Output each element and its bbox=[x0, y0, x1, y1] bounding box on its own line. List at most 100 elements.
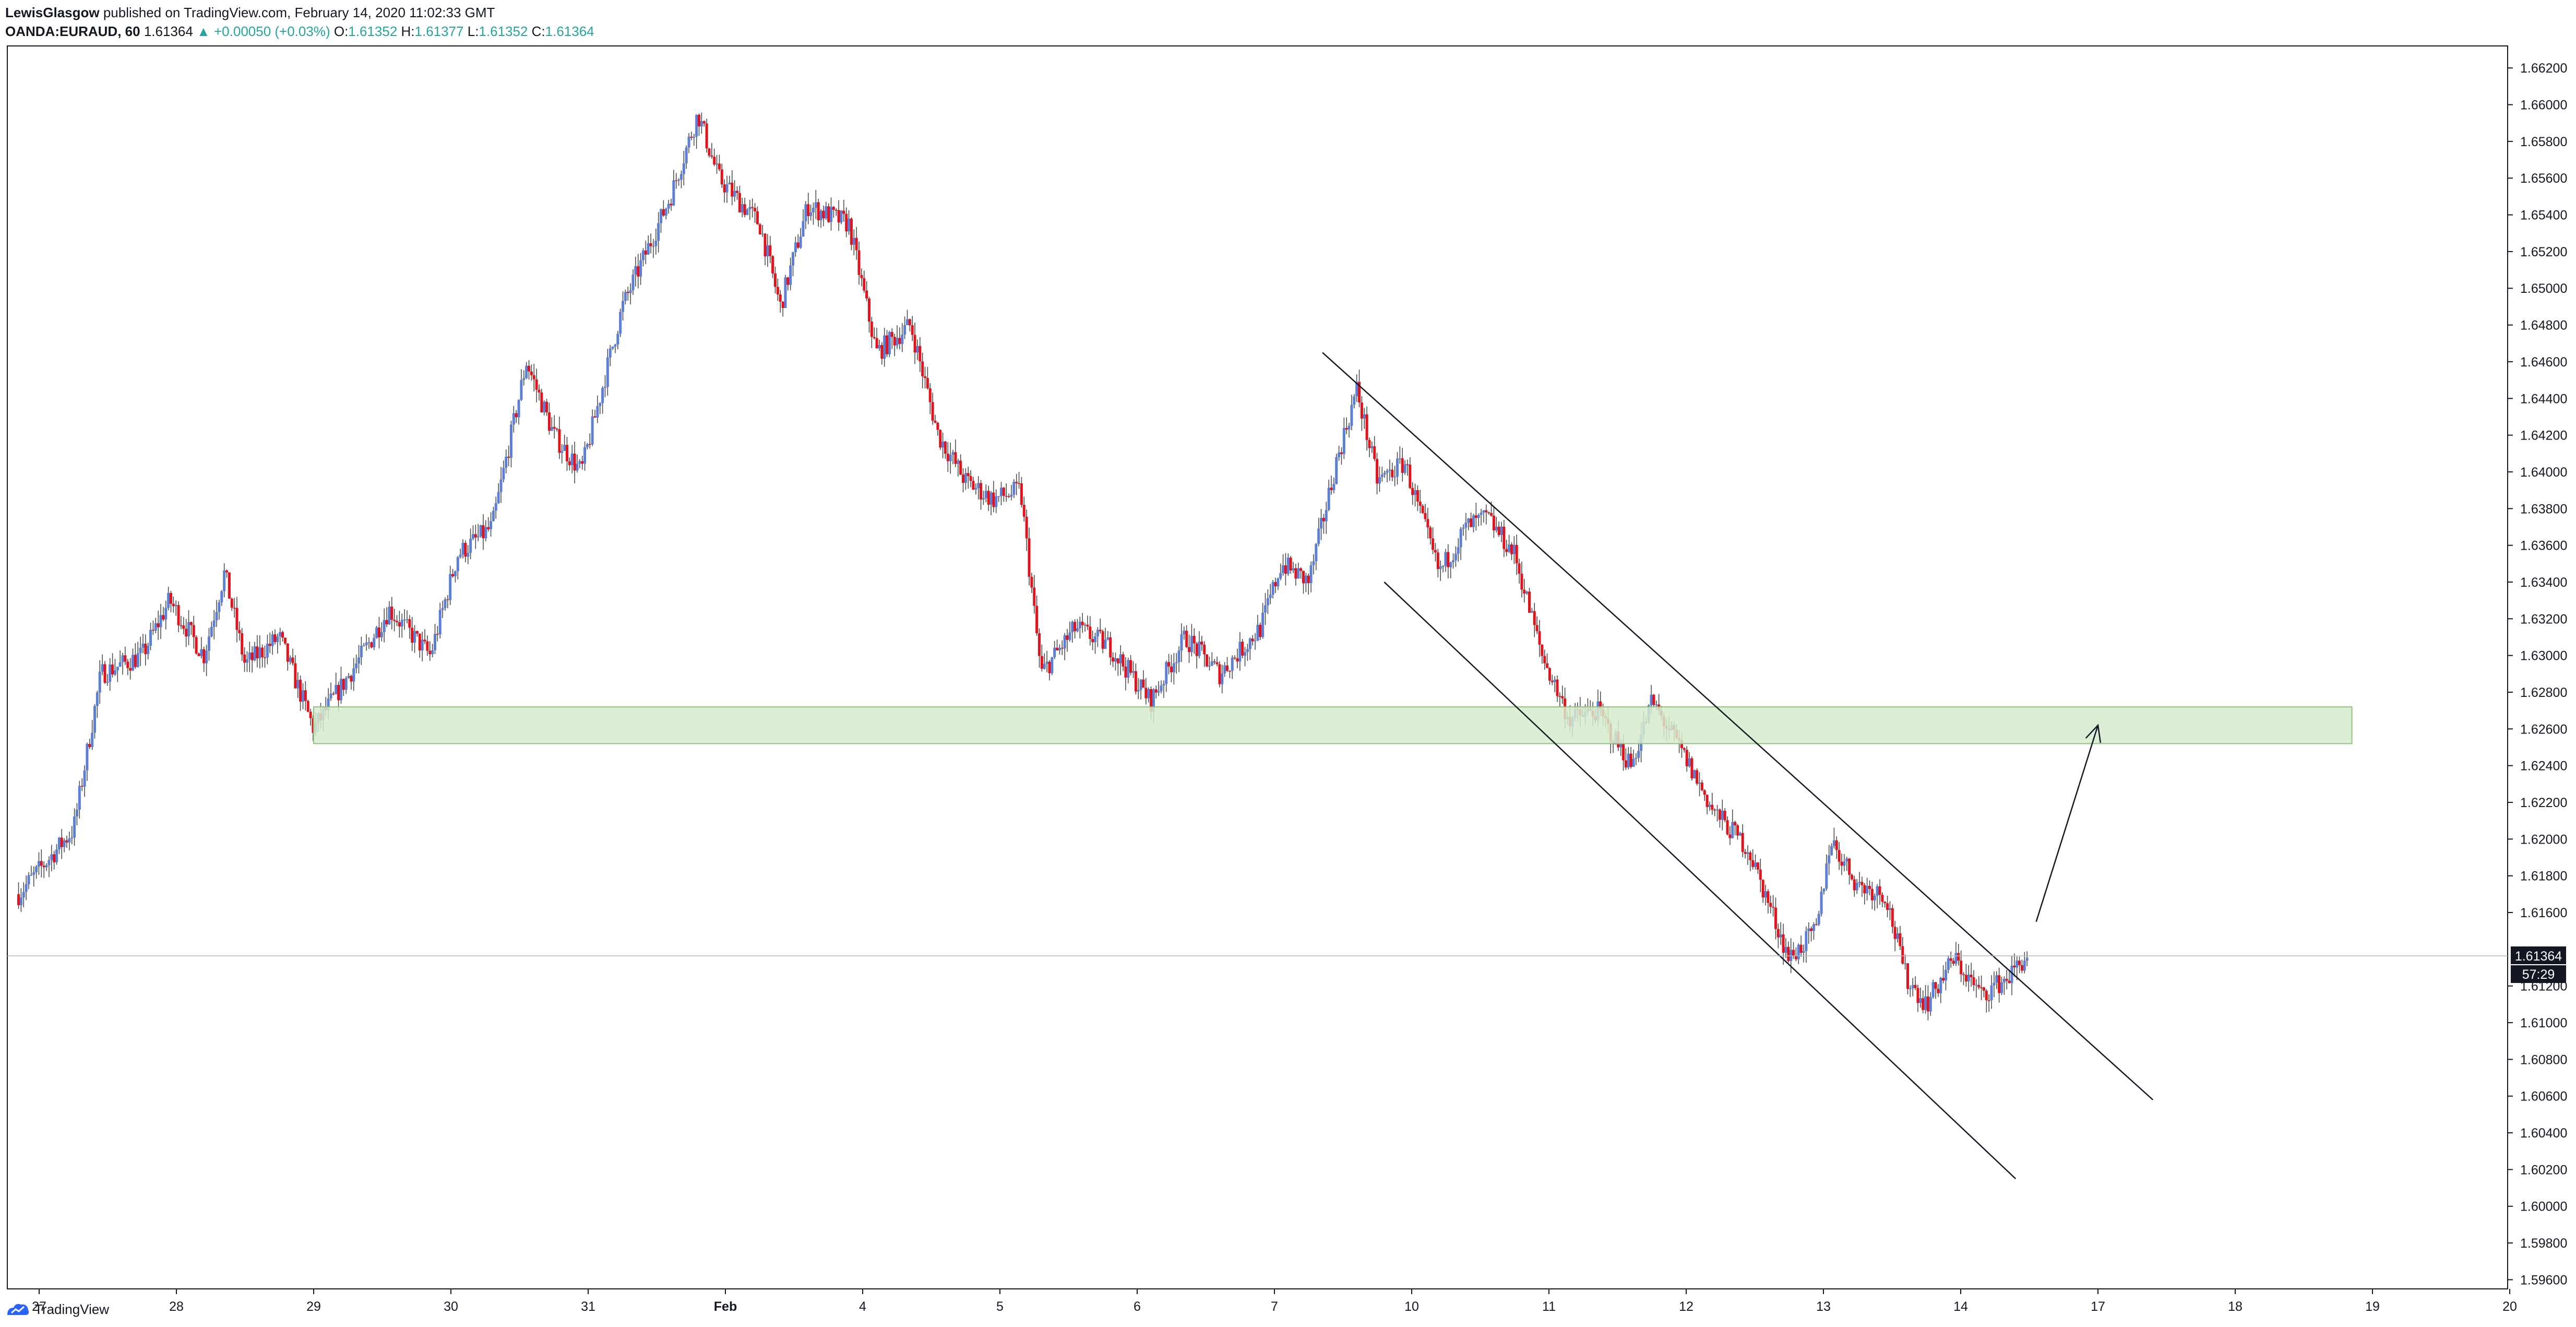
candle-body bbox=[446, 599, 449, 600]
candle-body bbox=[1459, 529, 1462, 548]
candle-body bbox=[1246, 649, 1249, 652]
candle-body bbox=[1922, 998, 1925, 1010]
candle-body bbox=[1866, 886, 1869, 894]
candle-body bbox=[98, 671, 101, 693]
candle-body bbox=[406, 619, 409, 620]
candle-body bbox=[1731, 822, 1734, 838]
candle-body bbox=[842, 210, 845, 214]
candle-body bbox=[1505, 549, 1508, 552]
candle-body bbox=[1774, 907, 1777, 929]
x-tick-label: 30 bbox=[444, 1299, 458, 1314]
candle-body bbox=[57, 837, 61, 850]
candle-body bbox=[1015, 481, 1018, 483]
price-axis[interactable]: 1.66200 1.66000 1.65800 1.65600 1.65400 1.652… bbox=[2508, 61, 2567, 1287]
candle-body bbox=[1068, 632, 1071, 640]
candle-body bbox=[941, 441, 945, 448]
candle-body bbox=[380, 632, 383, 637]
candle-body bbox=[1226, 665, 1229, 671]
candle-body bbox=[664, 208, 667, 216]
candle-body bbox=[238, 630, 241, 634]
candle-body bbox=[916, 346, 919, 353]
candle-body bbox=[258, 647, 261, 659]
candle-body bbox=[1888, 908, 1891, 910]
candle-body bbox=[1822, 888, 1826, 892]
candle-body bbox=[1738, 833, 1742, 836]
candle-body bbox=[1515, 544, 1518, 564]
candle-body bbox=[408, 619, 411, 628]
candle-body bbox=[187, 622, 190, 637]
candle-body bbox=[1627, 753, 1630, 768]
candle-body bbox=[276, 636, 279, 642]
candle-body bbox=[1109, 637, 1112, 658]
candle-body bbox=[1820, 891, 1823, 914]
candle-body bbox=[898, 338, 901, 344]
candle-body bbox=[1698, 783, 1701, 784]
candle-body bbox=[1861, 882, 1864, 885]
candle-body bbox=[977, 483, 980, 488]
x-tick-label: 17 bbox=[2091, 1299, 2105, 1314]
candle-body bbox=[532, 375, 535, 380]
candle-body bbox=[1523, 589, 1526, 594]
y-tick-label: 1.63400 bbox=[2520, 575, 2567, 590]
candle-body bbox=[802, 221, 805, 237]
candle-body bbox=[1622, 743, 1625, 761]
candle-body bbox=[867, 298, 870, 322]
candle-body bbox=[1198, 641, 1201, 656]
candle-body bbox=[1746, 852, 1749, 854]
candle-body bbox=[1911, 985, 1914, 989]
y-tick-label: 1.65800 bbox=[2520, 135, 2567, 149]
candle-body bbox=[855, 238, 858, 251]
time-axis[interactable]: 27 28 29 30 31 Feb 4 5 6 7 10 11 12 13 14 17 18 19 20 bbox=[32, 1289, 2517, 1314]
candle-body bbox=[1074, 622, 1077, 632]
candle-body bbox=[731, 182, 734, 197]
candle-body bbox=[1256, 624, 1259, 641]
symbol-label[interactable]: OANDA:EURAUD, 60 bbox=[5, 23, 140, 39]
high-value: 1.61377 bbox=[414, 23, 464, 39]
candle-body bbox=[1964, 975, 1967, 981]
candle-body bbox=[1208, 665, 1211, 667]
x-tick-label: 13 bbox=[1816, 1299, 1831, 1314]
candle-body bbox=[1929, 997, 1932, 1012]
candle-body bbox=[70, 837, 74, 839]
candle-body bbox=[794, 242, 797, 253]
candle-body bbox=[1403, 464, 1406, 473]
candle-body bbox=[398, 622, 401, 627]
candle-body bbox=[911, 325, 914, 335]
candle-body bbox=[1370, 446, 1374, 448]
candle-body bbox=[1447, 552, 1450, 567]
symbol-line: OANDA:EURAUD, 60 1.61364 ▲ +0.00050 (+0.… bbox=[5, 22, 1571, 41]
candle-body bbox=[660, 209, 663, 223]
candle-body bbox=[1048, 661, 1051, 673]
candle-body bbox=[1525, 591, 1529, 594]
candle-body bbox=[804, 204, 807, 221]
candle-body bbox=[1018, 483, 1021, 484]
candle-body bbox=[969, 476, 972, 481]
candle-body bbox=[1119, 654, 1122, 663]
candle-body bbox=[1518, 563, 1521, 574]
candle-body bbox=[40, 861, 43, 866]
candle-body bbox=[182, 625, 185, 629]
candle-body bbox=[1192, 636, 1196, 644]
candle-body bbox=[1810, 928, 1813, 931]
candle-body bbox=[329, 693, 332, 698]
footer-brand[interactable]: TradingView bbox=[34, 1301, 110, 1317]
x-tick-label: 20 bbox=[2502, 1299, 2517, 1314]
candle-body bbox=[830, 207, 833, 222]
candle-body bbox=[1802, 951, 1805, 953]
candle-body bbox=[550, 426, 553, 431]
candle-body bbox=[558, 429, 561, 453]
candle-body bbox=[809, 212, 813, 217]
author-name[interactable]: LewisGlasgow bbox=[5, 5, 100, 20]
candle-body bbox=[1302, 571, 1305, 584]
candle-body bbox=[522, 378, 526, 380]
candle-body bbox=[796, 242, 800, 248]
candle-body bbox=[411, 627, 414, 643]
candle-body bbox=[1947, 958, 1950, 970]
tradingview-logo-icon[interactable] bbox=[6, 1301, 30, 1317]
candle-body bbox=[1254, 641, 1257, 642]
candle-body bbox=[1380, 475, 1384, 478]
candle-body bbox=[913, 335, 916, 353]
candle-body bbox=[1051, 657, 1054, 673]
candle-body bbox=[735, 191, 738, 193]
